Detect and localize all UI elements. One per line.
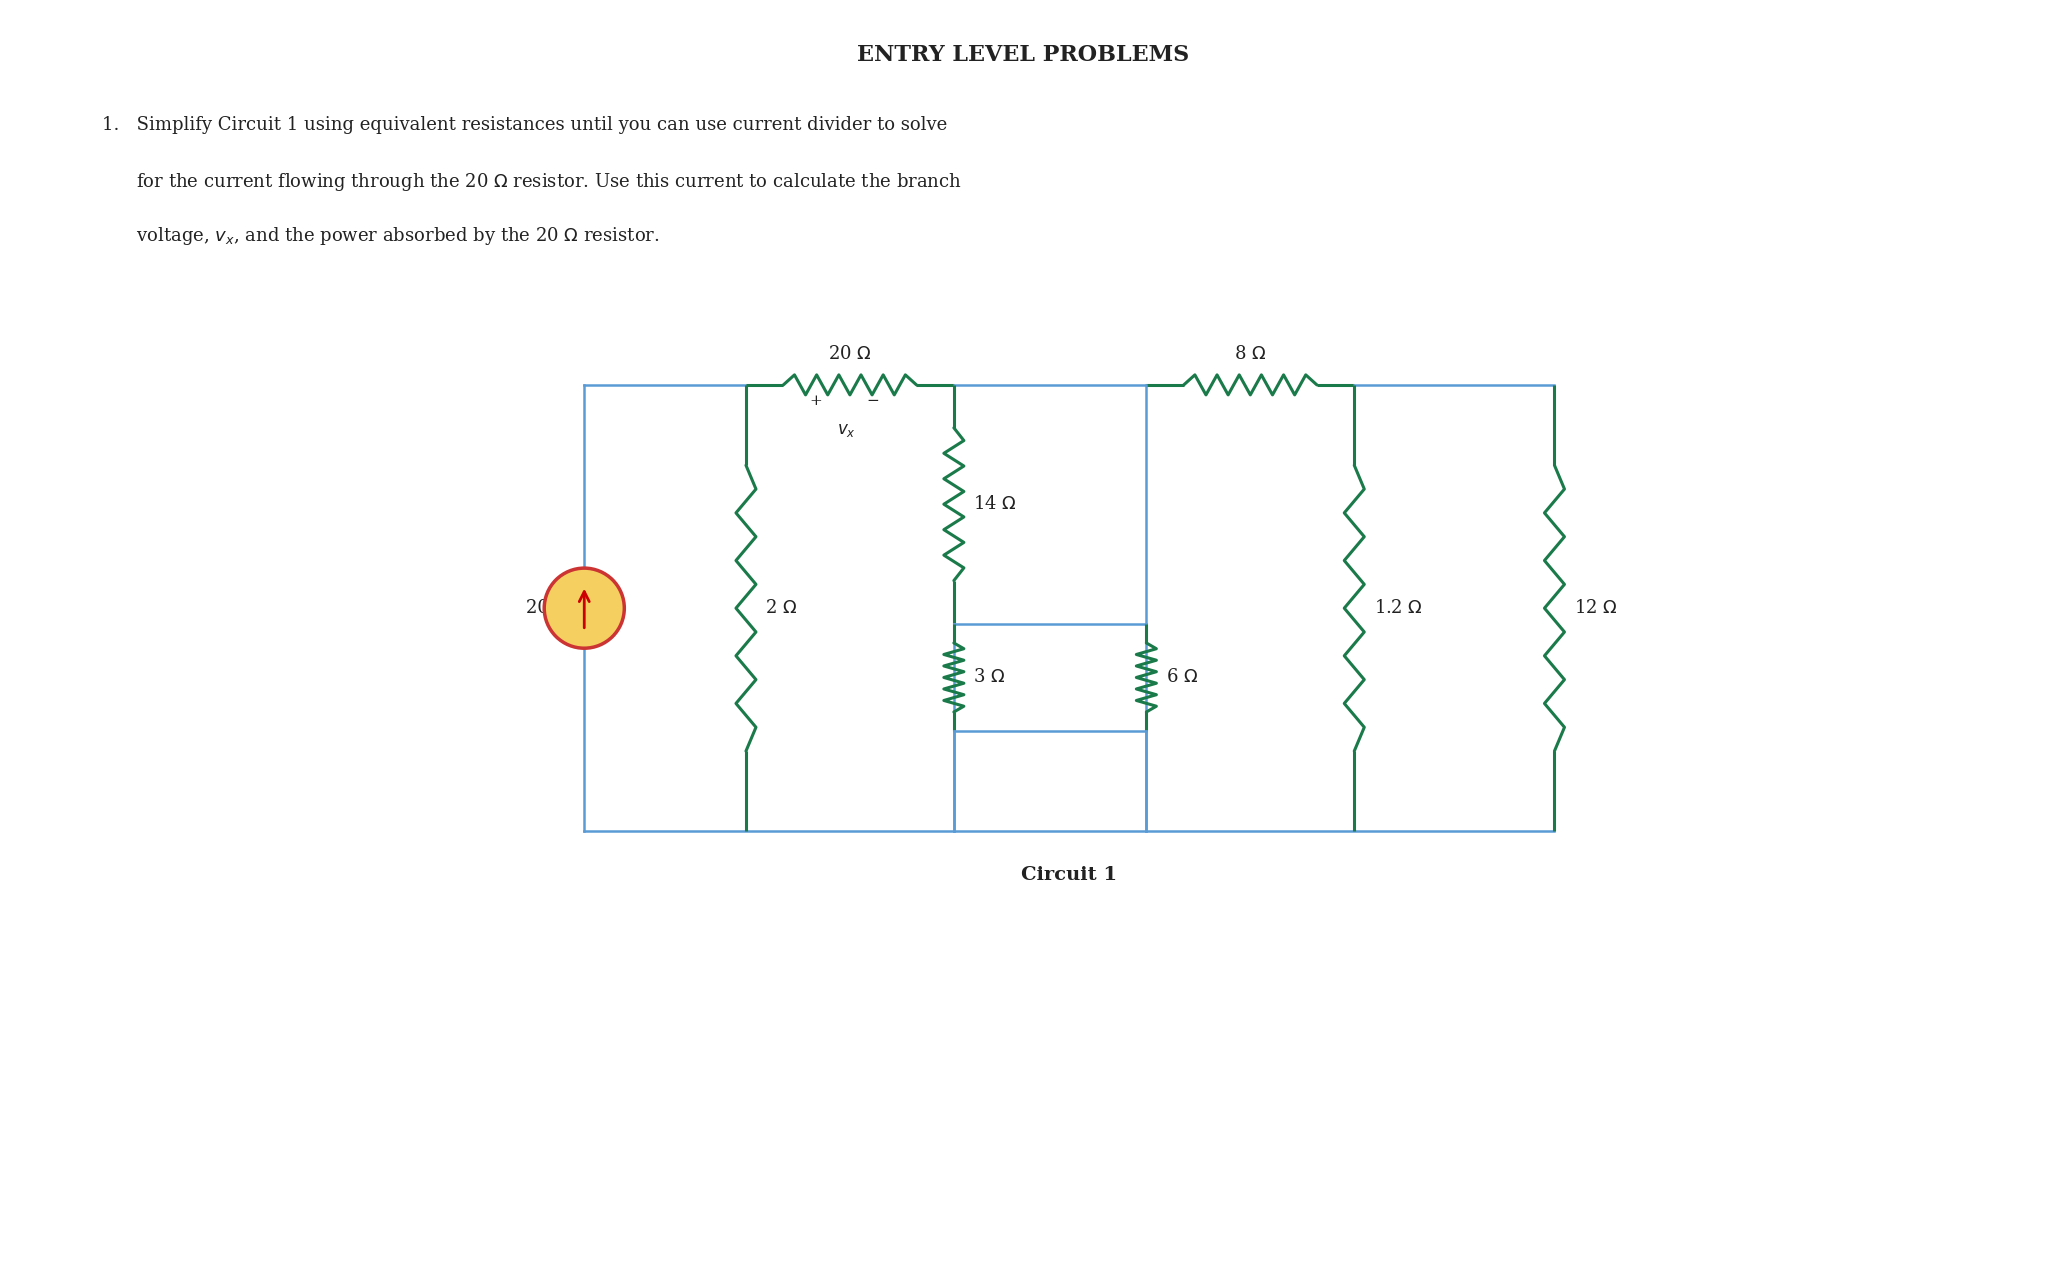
Text: 6 $\Omega$: 6 $\Omega$ <box>1166 668 1197 687</box>
Text: 1.2 $\Omega$: 1.2 $\Omega$ <box>1373 599 1422 618</box>
Text: ENTRY LEVEL PROBLEMS: ENTRY LEVEL PROBLEMS <box>857 44 1189 66</box>
Text: −: − <box>868 394 880 408</box>
Text: for the current flowing through the 20 $\Omega$ resistor. Use this current to ca: for the current flowing through the 20 $… <box>102 171 962 192</box>
Text: voltage, $v_x$, and the power absorbed by the 20 $\Omega$ resistor.: voltage, $v_x$, and the power absorbed b… <box>102 225 661 246</box>
Text: 20 A: 20 A <box>526 599 567 618</box>
Text: +: + <box>808 394 822 408</box>
Circle shape <box>544 568 624 648</box>
Text: 8 $\Omega$: 8 $\Omega$ <box>1234 345 1266 364</box>
Text: 20 $\Omega$: 20 $\Omega$ <box>829 345 872 364</box>
Text: 2 $\Omega$: 2 $\Omega$ <box>765 599 798 618</box>
Text: $v_x$: $v_x$ <box>837 422 855 438</box>
Text: 12 $\Omega$: 12 $\Omega$ <box>1573 599 1616 618</box>
Text: 3 $\Omega$: 3 $\Omega$ <box>974 668 1005 687</box>
Text: 1.   Simplify Circuit 1 using equivalent resistances until you can use current d: 1. Simplify Circuit 1 using equivalent r… <box>102 116 947 134</box>
Text: Circuit 1: Circuit 1 <box>1021 866 1117 884</box>
Text: 14 $\Omega$: 14 $\Omega$ <box>974 495 1017 513</box>
